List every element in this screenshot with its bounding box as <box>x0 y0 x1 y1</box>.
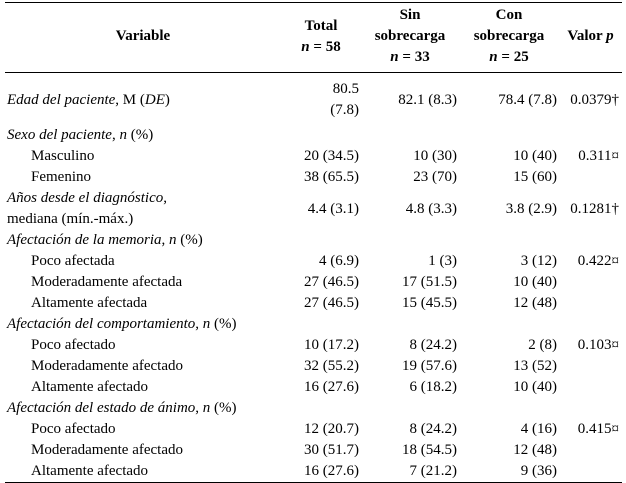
section-label-sexo: Sexo del paciente, n (%) <box>7 127 154 143</box>
cell-sin: 15 (45.5) <box>402 295 457 311</box>
header-con-n: n <box>489 49 498 65</box>
header-con-label: Con sobrecarga <box>473 7 545 44</box>
cell-total: 4.4 (3.1) <box>307 200 359 217</box>
cell-total: 10 (17.2) <box>304 337 359 353</box>
cell-sin: 17 (51.5) <box>402 274 457 290</box>
cell-total: 16 (27.6) <box>281 461 361 483</box>
results-table: Variable Total n = 58 Sin sobrecarga n =… <box>5 2 622 483</box>
cell-p: 0.311¤ <box>578 148 619 164</box>
header-con-eq: = 25 <box>497 49 529 65</box>
cell-sin: 18 (54.5) <box>402 442 457 458</box>
cell-total: 20 (34.5) <box>304 148 359 164</box>
cell-sin: 10 (30) <box>413 148 457 164</box>
cell-sin: 4.8 (3.3) <box>405 200 457 217</box>
section-label-comportamiento: Afectación del comportamiento, n (%) <box>7 316 237 332</box>
table-row: Afectación del comportamiento, n (%) <box>5 314 622 335</box>
table-row: Poco afectado 10 (17.2) 8 (24.2) 2 (8) 0… <box>5 335 622 356</box>
header-valor-label: Valor <box>567 28 607 44</box>
table-row: Altamente afectado 16 (27.6) 6 (18.2) 10… <box>5 377 622 398</box>
cell-total: 27 (46.5) <box>304 295 359 311</box>
cell-con: 2 (8) <box>528 337 557 353</box>
header-sin-label: Sin sobrecarga <box>374 7 446 44</box>
row-label: Femenino <box>31 169 91 185</box>
cell-p: 0.415¤ <box>577 421 619 437</box>
cell-con: 9 (36) <box>459 461 559 483</box>
cell-con: 3.8 (2.9) <box>505 200 557 217</box>
table-row: Afectación del estado de ánimo, n (%) <box>5 398 622 419</box>
header-valor-p: Valor p <box>559 2 622 73</box>
header-total: Total n = 58 <box>281 2 361 73</box>
row-label: Moderadamente afectada <box>31 274 183 290</box>
header-sin-n: n <box>390 49 399 65</box>
section-label-animo: Afectación del estado de ánimo, n (%) <box>7 400 237 416</box>
cell-total: 27 (46.5) <box>304 274 359 290</box>
table-row: Altamente afectada 27 (46.5) 15 (45.5) 1… <box>5 293 622 314</box>
cell-total: 4 (6.9) <box>319 253 359 269</box>
table-row: Moderadamente afectada 27 (46.5) 17 (51.… <box>5 272 622 293</box>
cell-con: 13 (52) <box>513 358 557 374</box>
row-label: Altamente afectado <box>31 379 149 395</box>
header-variable: Variable <box>5 2 281 73</box>
table-row: Poco afectada 4 (6.9) 1 (3) 3 (12) 0.422… <box>5 251 622 272</box>
cell-con: 10 (40) <box>513 379 557 395</box>
cell-con: 4 (16) <box>520 421 557 437</box>
row-label: Altamente afectado <box>5 461 281 483</box>
cell-total: 38 (65.5) <box>304 169 359 185</box>
header-sin-sobrecarga: Sin sobrecarga n = 33 <box>361 2 459 73</box>
cell-sin: 6 (18.2) <box>409 379 458 395</box>
cell-sin: 82.1 (8.3) <box>398 91 457 108</box>
cell-total: 12 (20.7) <box>304 421 359 437</box>
header-sin-eq: = 33 <box>398 49 430 65</box>
row-label: Poco afectada <box>31 253 115 269</box>
table-row: Moderadamente afectado 32 (55.2) 19 (57.… <box>5 356 622 377</box>
row-label: Poco afectado <box>31 337 116 353</box>
cell-con: 15 (60) <box>513 169 557 185</box>
cell-total: 32 (55.2) <box>304 358 359 374</box>
row-label-edad: Edad del paciente, M (DE) <box>7 91 170 108</box>
row-label: Poco afectado <box>31 421 116 437</box>
row-label: Masculino <box>31 148 95 164</box>
table-row: Edad del paciente, M (DE) 80.5 (7.8) 82.1… <box>5 73 622 126</box>
cell-sin: 1 (3) <box>428 253 457 269</box>
header-total-n: n <box>301 38 310 55</box>
cell-con: 12 (48) <box>513 442 557 458</box>
cell-p: 0.0379† <box>570 91 619 108</box>
cell-con: 10 (40) <box>513 148 557 164</box>
cell-sin: 19 (57.6) <box>402 358 457 374</box>
table-row: Afectación de la memoria, n (%) <box>5 230 622 251</box>
table-row: Femenino 38 (65.5) 23 (70) 15 (60) <box>5 167 622 188</box>
cell-p: 0.422¤ <box>577 253 619 269</box>
header-total-eq: = 58 <box>309 38 341 55</box>
table-row: Sexo del paciente, n (%) <box>5 125 622 146</box>
cell-total: 16 (27.6) <box>304 379 359 395</box>
header-valor-p-italic: p <box>606 28 614 44</box>
table-row: Años desde el diagnóstico, mediana (mín.-… <box>5 188 622 230</box>
table-row: Moderadamente afectado 30 (51.7) 18 (54.… <box>5 440 622 461</box>
table-row: Poco afectado 12 (20.7) 8 (24.2) 4 (16) … <box>5 419 622 440</box>
cell-sin: 8 (24.2) <box>409 421 458 437</box>
cell-total: 30 (51.7) <box>304 442 359 458</box>
cell-con: 10 (40) <box>513 274 557 290</box>
cell-con: 3 (12) <box>520 253 557 269</box>
table-row: Masculino 20 (34.5) 10 (30) 10 (40) 0.31… <box>5 146 622 167</box>
section-label-memoria: Afectación de la memoria, n (%) <box>7 232 203 248</box>
cell-con: 12 (48) <box>513 295 557 311</box>
header-con-sobrecarga: Con sobrecarga n = 25 <box>459 2 559 73</box>
cell-total: 80.5 (7.8) <box>330 81 359 118</box>
table-row: Altamente afectado 16 (27.6) 7 (21.2) 9 … <box>5 461 622 483</box>
header-row: Variable Total n = 58 Sin sobrecarga n =… <box>5 2 622 73</box>
cell-p: 0.1281† <box>570 200 619 217</box>
header-total-label: Total <box>304 17 338 34</box>
row-label-anios: Años desde el diagnóstico, mediana (mín.-… <box>7 190 167 227</box>
cell-p: 0.103¤ <box>577 337 619 353</box>
row-label: Moderadamente afectado <box>31 358 183 374</box>
row-label: Moderadamente afectado <box>31 442 183 458</box>
cell-con: 78.4 (7.8) <box>498 91 557 108</box>
cell-sin: 8 (24.2) <box>409 337 458 353</box>
row-label: Altamente afectada <box>31 295 148 311</box>
cell-sin: 7 (21.2) <box>361 461 459 483</box>
cell-sin: 23 (70) <box>413 169 457 185</box>
